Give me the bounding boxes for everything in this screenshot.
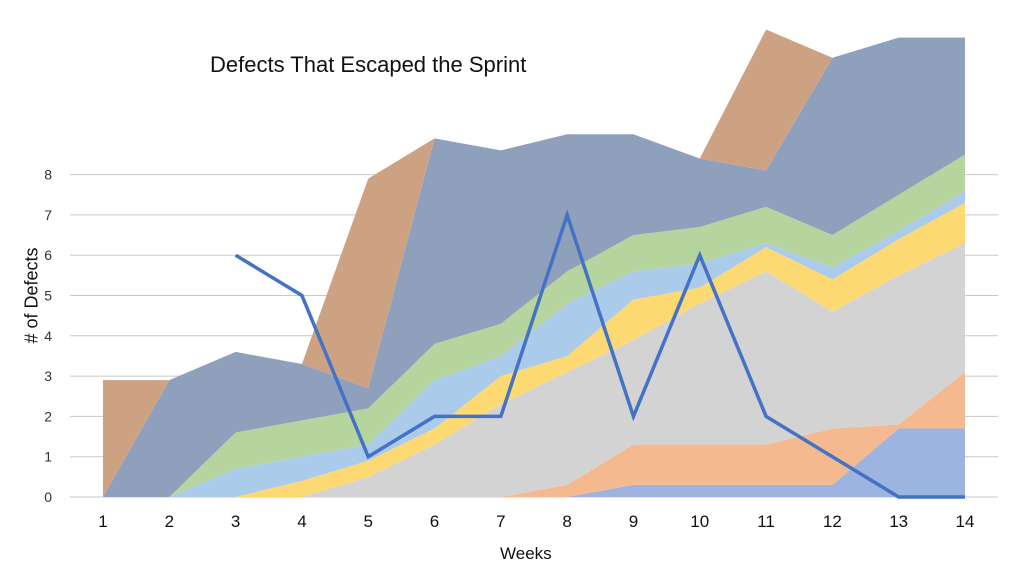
y-tick-label: 1 <box>44 449 52 465</box>
x-tick-label: 6 <box>430 512 439 531</box>
chart-title: Defects That Escaped the Sprint <box>210 52 527 77</box>
x-tick-label: 14 <box>956 512 975 531</box>
area-series-3 <box>103 243 965 497</box>
x-tick-label: 9 <box>629 512 638 531</box>
area-series-4 <box>103 202 965 497</box>
y-tick-label: 5 <box>44 288 52 304</box>
area-series-6 <box>103 154 965 497</box>
area-series-1 <box>103 428 965 497</box>
y-tick-label: 2 <box>44 408 52 424</box>
y-tick-label: 7 <box>44 207 52 223</box>
y-axis-label: # of Defects <box>21 247 42 344</box>
x-tick-label: 13 <box>889 512 908 531</box>
area-series-5 <box>103 190 965 497</box>
y-tick-label: 0 <box>44 489 52 505</box>
x-tick-label: 1 <box>98 512 107 531</box>
area-series-7 <box>103 37 965 497</box>
y-tick-label: 3 <box>44 368 52 384</box>
x-axis-label: Weeks <box>500 544 552 563</box>
y-tick-label: 4 <box>44 328 52 344</box>
x-tick-label: 5 <box>363 512 372 531</box>
area-series-2 <box>103 372 965 497</box>
x-tick-label: 7 <box>496 512 505 531</box>
line-series <box>234 209 965 499</box>
x-tick-label: 10 <box>690 512 709 531</box>
x-tick-label: 11 <box>757 512 775 531</box>
x-tick-label: 12 <box>823 512 842 531</box>
y-tick-label: 8 <box>44 167 52 183</box>
area-series-8 <box>103 29 965 498</box>
y-tick-label: 6 <box>44 247 52 263</box>
x-tick-label: 2 <box>165 512 174 531</box>
x-tick-label: 4 <box>297 512 306 531</box>
x-tick-label: 3 <box>231 512 240 531</box>
x-tick-label: 8 <box>562 512 571 531</box>
